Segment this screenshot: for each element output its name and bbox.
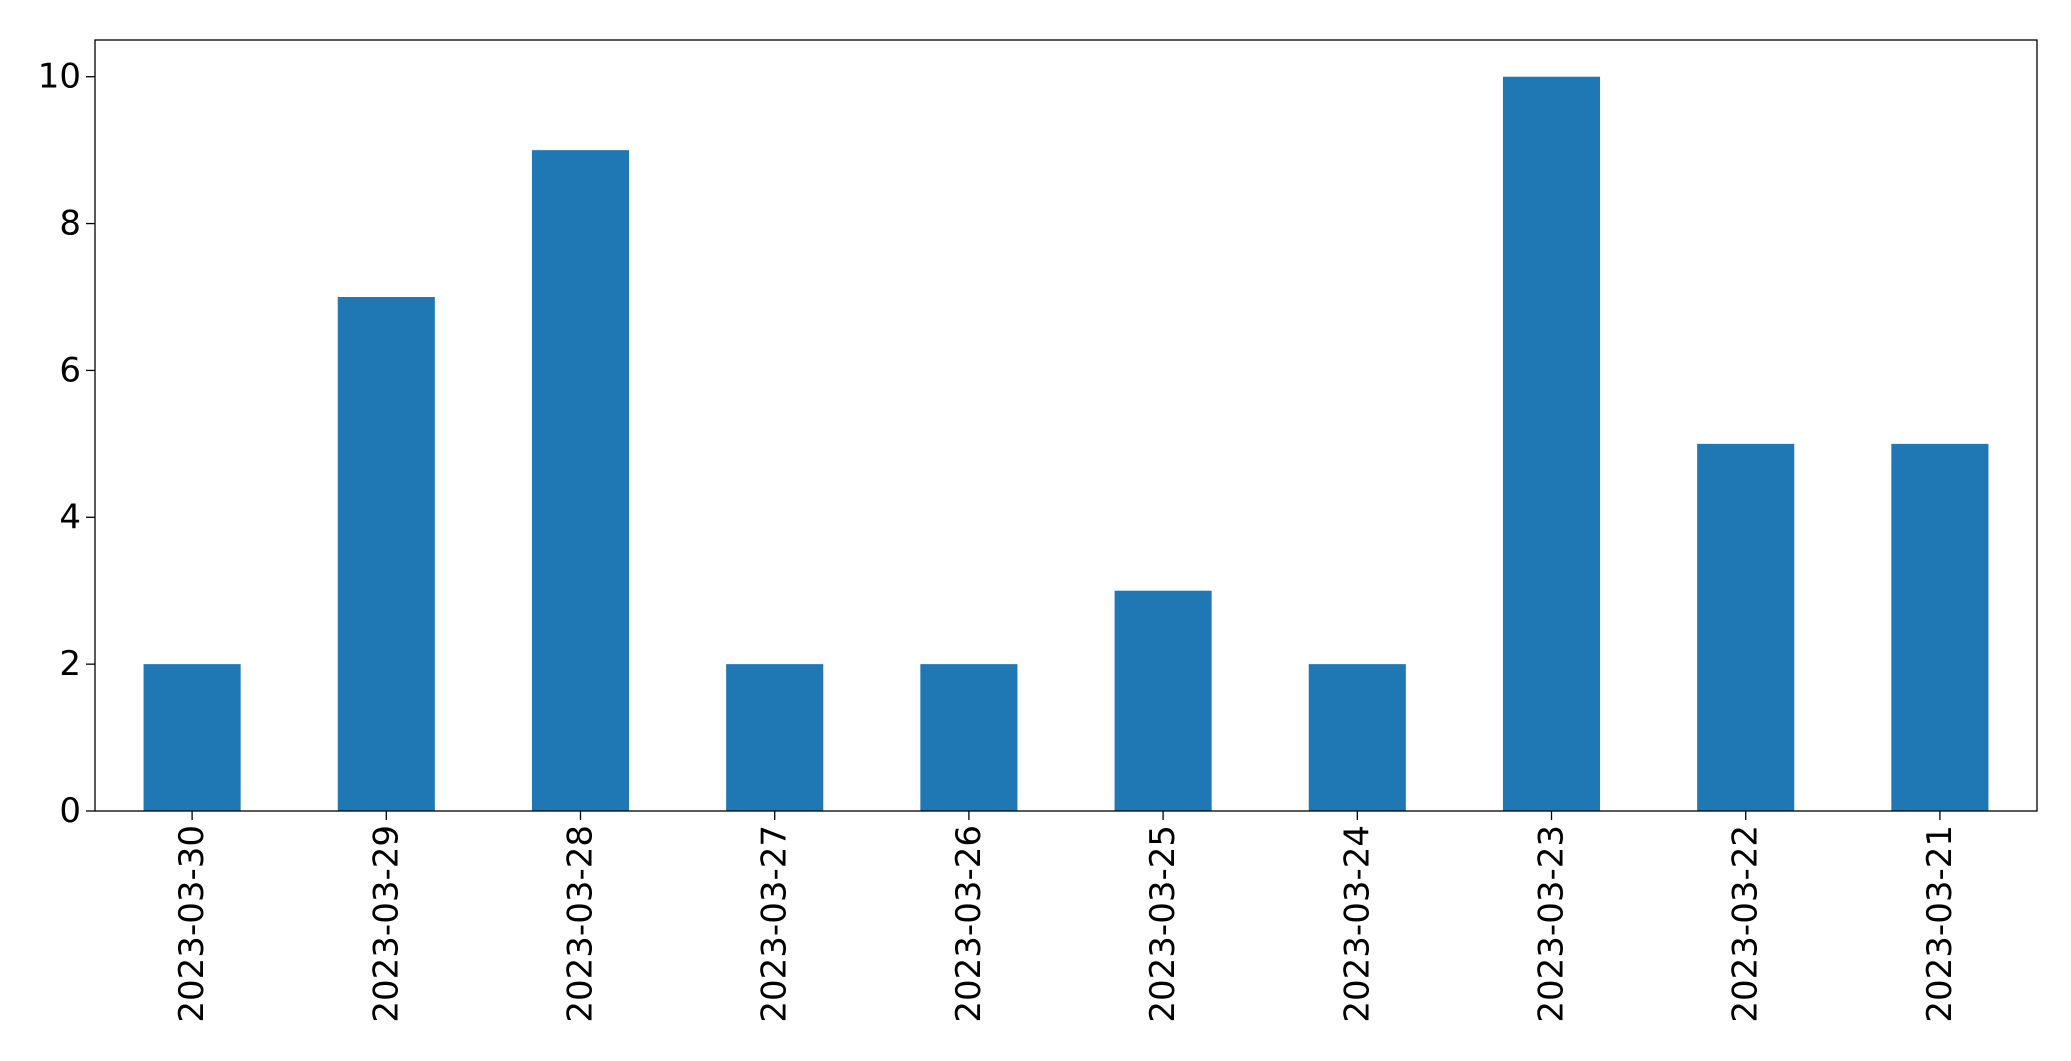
x-tick-label: 2023-03-28: [561, 825, 601, 1023]
bars-layer: [143, 76, 1989, 812]
bar-2023-03-23: [1502, 76, 1601, 811]
bar-2023-03-28: [531, 150, 630, 812]
y-axis: 0 2 4 6 8 10: [38, 57, 95, 831]
y-tick-label: 2: [59, 644, 81, 684]
bar-2023-03-29: [337, 297, 435, 811]
bar-2023-03-26: [920, 664, 1018, 811]
bar-2023-03-21: [1891, 443, 1989, 811]
y-tick-label: 0: [59, 791, 81, 831]
y-tick-label: 4: [59, 497, 81, 537]
x-tick-label: 2023-03-23: [1532, 825, 1572, 1023]
plot-frame: [94, 39, 2038, 812]
x-tick-label: 2023-03-26: [949, 825, 989, 1023]
y-tick-label: 10: [38, 57, 81, 97]
bar-2023-03-27: [726, 664, 824, 811]
x-tick-label: 2023-03-25: [1143, 825, 1183, 1023]
y-tick-label: 6: [59, 350, 81, 390]
bar-2023-03-24: [1308, 664, 1406, 811]
bar-2023-03-25: [1114, 590, 1212, 811]
x-tick-label: 2023-03-22: [1726, 825, 1766, 1023]
x-tick-label: 2023-03-30: [172, 825, 212, 1023]
x-tick-label: 2023-03-27: [755, 825, 795, 1023]
x-tick-label: 2023-03-29: [366, 825, 406, 1023]
x-tick-label: 2023-03-21: [1920, 825, 1960, 1023]
y-tick-label: 8: [59, 204, 81, 244]
x-axis: 2023-03-30 2023-03-29 2023-03-28 2023-03-27…: [172, 811, 1960, 1023]
bar-2023-03-22: [1697, 443, 1795, 811]
x-tick-label: 2023-03-24: [1337, 825, 1377, 1023]
bar-2023-03-30: [143, 664, 241, 811]
